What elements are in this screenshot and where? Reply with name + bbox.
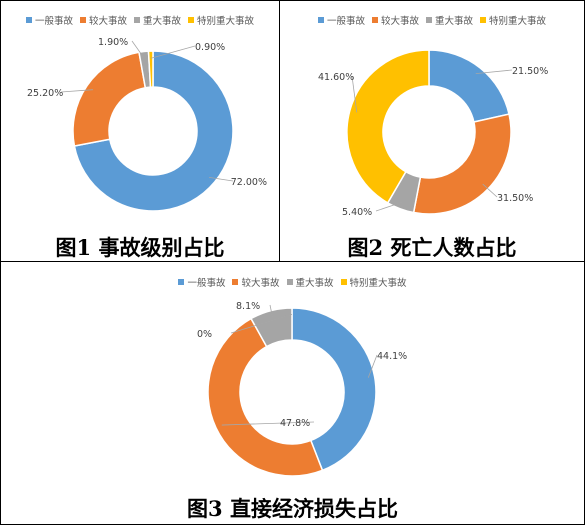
leader-line — [367, 354, 378, 378]
legend-swatch — [79, 17, 86, 23]
slice-especially-major — [346, 49, 430, 204]
leader-line — [221, 421, 315, 426]
data-label: 41.60% — [318, 72, 354, 83]
leader-line — [209, 177, 234, 182]
legend-label: 特别重大事故 — [197, 16, 255, 27]
legend-swatch — [232, 279, 239, 285]
leader-line — [375, 201, 403, 212]
chart-panel-accident-level: 一般事故 较大事故 重大事故 特别重大事故 72.00% 25.20% 1.90% 0… — [1, 1, 279, 261]
legend-label: 较大事故 — [380, 16, 419, 27]
legend-item-general: 一般事故 — [317, 13, 365, 27]
slice-general — [428, 49, 510, 123]
legend-swatch — [178, 279, 185, 285]
legend-item-major: 重大事故 — [426, 13, 473, 27]
data-label: 47.8% — [280, 418, 310, 429]
legend-label: 较大事故 — [88, 16, 127, 27]
legend-item-larger: 较大事故 — [371, 13, 419, 27]
leader-line — [60, 89, 94, 93]
data-label: 25.20% — [27, 88, 63, 99]
data-label: 0.90% — [195, 42, 225, 53]
data-label: 5.40% — [342, 207, 372, 218]
legend-label: 一般事故 — [34, 16, 73, 27]
legend-item-larger: 较大事故 — [232, 275, 280, 289]
slice-general — [291, 307, 377, 472]
chart-panel-death-toll: 一般事故 较大事故 重大事故 特别重大事故 21.50% 31.50% 5.40% 4… — [280, 1, 584, 261]
leader-line — [230, 314, 293, 334]
figure-caption: 图1 事故级别占比 — [55, 235, 225, 260]
legend-item-larger: 较大事故 — [79, 13, 127, 27]
legend-item-especially-major: 特别重大事故 — [340, 275, 407, 289]
slice-especially-major — [147, 50, 154, 88]
data-label: 1.90% — [98, 37, 128, 48]
chart-panel-economic-loss: 一般事故 较大事故 重大事故 特别重大事故 44.1% 47.8% 8.1% 0% 图… — [1, 262, 584, 524]
data-label: 21.50% — [512, 66, 548, 77]
legend-item-major: 重大事故 — [134, 13, 181, 27]
row-divider — [0, 261, 585, 262]
slice-larger — [412, 113, 512, 215]
legend-label: 特别重大事故 — [349, 278, 407, 289]
chart-legend: 一般事故 较大事故 重大事故 特别重大事故 — [1, 13, 279, 27]
legend-item-major: 重大事故 — [286, 275, 334, 289]
donut-chart-economic-loss: 44.1% 47.8% 8.1% 0% — [197, 301, 407, 477]
legend-swatch — [188, 17, 195, 23]
legend-label: 特别重大事故 — [489, 16, 547, 27]
border-top — [0, 0, 585, 1]
legend-label: 一般事故 — [326, 16, 365, 27]
legend-item-especially-major: 特别重大事故 — [188, 13, 254, 27]
legend-label: 重大事故 — [435, 16, 474, 27]
legend-swatch — [286, 279, 293, 285]
slice-larger — [72, 51, 147, 147]
chart-legend: 一般事故 较大事故 重大事故 特别重大事故 — [1, 275, 584, 289]
figure-caption: 图2 死亡人数占比 — [347, 235, 517, 260]
data-label: 44.1% — [377, 351, 407, 362]
legend-item-general: 一般事故 — [25, 13, 73, 27]
leader-line — [150, 45, 196, 59]
column-divider — [279, 0, 280, 262]
legend-item-general: 一般事故 — [178, 275, 225, 289]
leader-line — [475, 69, 513, 75]
donut-chart-death-toll: 21.50% 31.50% 5.40% 41.60% — [318, 49, 548, 218]
figure-caption: 图3 直接经济损失占比 — [187, 496, 398, 521]
leader-line — [269, 304, 273, 317]
legend-swatch — [426, 17, 432, 23]
legend-swatch — [25, 17, 32, 23]
border-left — [0, 0, 1, 525]
data-label: 0% — [197, 329, 212, 340]
data-label: 8.1% — [236, 301, 260, 312]
legend-swatch — [480, 17, 487, 23]
slice-larger — [207, 317, 324, 477]
legend-label: 一般事故 — [187, 278, 226, 289]
chart-legend: 一般事故 较大事故 重大事故 特别重大事故 — [280, 13, 584, 27]
slice-general — [73, 50, 234, 212]
legend-swatch — [340, 279, 347, 285]
data-label: 72.00% — [231, 177, 267, 188]
leader-line — [482, 183, 498, 198]
legend-label: 较大事故 — [241, 278, 280, 289]
data-label: 31.50% — [497, 193, 533, 204]
legend-item-especially-major: 特别重大事故 — [480, 13, 546, 27]
donut-chart-accident-level: 72.00% 25.20% 1.90% 0.90% — [27, 37, 267, 212]
leader-line — [131, 40, 145, 59]
leader-line — [351, 75, 358, 113]
legend-swatch — [134, 17, 140, 23]
legend-swatch — [317, 17, 324, 23]
legend-swatch — [371, 17, 378, 23]
legend-label: 重大事故 — [295, 278, 334, 289]
legend-label: 重大事故 — [143, 16, 182, 27]
